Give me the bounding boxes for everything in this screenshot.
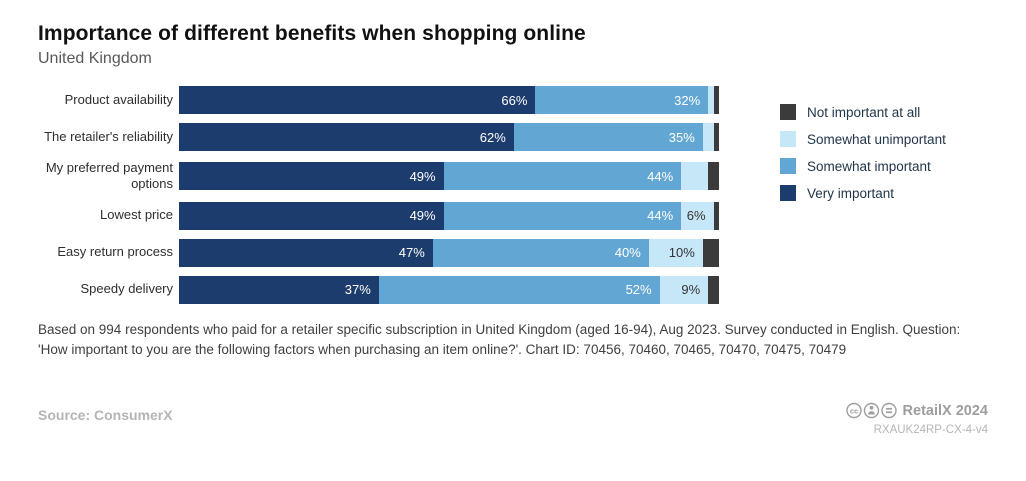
bar-value-label: 66% bbox=[501, 92, 528, 108]
chart-rows: Product availability 66% 32% The retailer's… bbox=[38, 86, 988, 304]
bar-segment-somewhat-unimportant: 10% bbox=[648, 238, 703, 267]
bar-track: 37% 52% 9% bbox=[179, 275, 719, 304]
bar-segment-somewhat-unimportant: 6% bbox=[681, 201, 714, 230]
legend-item: Not important at all bbox=[780, 104, 946, 120]
page-title: Importance of different benefits when sh… bbox=[38, 22, 586, 45]
bar-segment-somewhat-unimportant bbox=[702, 123, 714, 151]
chart-row: The retailer's reliability 62% 35% bbox=[38, 123, 988, 151]
bar-value-label: 49% bbox=[409, 168, 436, 184]
footnote: Based on 994 respondents who paid for a … bbox=[38, 321, 961, 358]
page-subtitle: United Kingdom bbox=[38, 50, 152, 67]
chart-row: My preferred payment options 49% 44% bbox=[38, 160, 988, 193]
stacked-bar-chart: Product availability 66% 32% The retailer's… bbox=[38, 86, 988, 304]
bar-segment-not-important-at-all bbox=[708, 275, 719, 304]
bar-segment-not-important-at-all bbox=[708, 162, 719, 191]
bar-segment-somewhat-important: 52% bbox=[378, 275, 660, 304]
bar-segment-not-important-at-all bbox=[713, 123, 719, 151]
chart-row: Easy return process 47% 40% 10% bbox=[38, 238, 988, 267]
legend-label: Somewhat important bbox=[807, 158, 931, 174]
legend-swatch bbox=[780, 158, 796, 174]
bar-segment-very-important: 37% bbox=[179, 275, 379, 304]
bar-value-label: 62% bbox=[479, 129, 506, 145]
bar-track: 62% 35% bbox=[179, 123, 719, 151]
bar-value-label: 52% bbox=[625, 282, 652, 297]
bar-segment-very-important: 47% bbox=[179, 238, 433, 267]
category-label: Product availability bbox=[64, 91, 173, 107]
bar-segment-not-important-at-all bbox=[702, 238, 719, 267]
chart-ref-code: RXAUK24RP-CX-4-v4 bbox=[873, 424, 988, 436]
bar-segment-somewhat-important: 44% bbox=[443, 162, 682, 191]
brand-label: RetailX 2024 bbox=[902, 402, 988, 419]
brand-block: cc RetailX 2024 RXAUK24RP-CX-4-v4 bbox=[845, 402, 988, 436]
bar-segment-somewhat-unimportant bbox=[681, 162, 709, 191]
legend-label: Not important at all bbox=[807, 104, 921, 120]
chart-row: Speedy delivery 37% 52% 9% bbox=[38, 275, 988, 304]
bar-segment-not-important-at-all bbox=[713, 86, 719, 114]
bar-segment-very-important: 49% bbox=[179, 201, 444, 230]
bar-segment-very-important: 49% bbox=[179, 162, 444, 191]
legend-swatch bbox=[780, 104, 796, 120]
bar-segment-very-important: 62% bbox=[179, 123, 514, 151]
bar-value-label: 35% bbox=[668, 129, 695, 145]
bar-segment-somewhat-important: 35% bbox=[513, 123, 703, 151]
bar-segment-somewhat-important: 32% bbox=[535, 86, 709, 114]
legend-item: Somewhat important bbox=[780, 158, 946, 174]
bar-segment-somewhat-important: 44% bbox=[443, 201, 682, 230]
bar-value-label: 49% bbox=[409, 208, 436, 223]
category-label: Easy return process bbox=[57, 244, 173, 260]
bar-value-label: 10% bbox=[668, 245, 695, 260]
bar-value-label: 9% bbox=[681, 282, 701, 297]
cc-license-icons: cc bbox=[845, 402, 897, 419]
bar-value-label: 32% bbox=[674, 92, 701, 108]
bar-value-label: 37% bbox=[344, 282, 371, 297]
bar-value-label: 44% bbox=[647, 208, 674, 223]
bar-track: 49% 44% bbox=[179, 162, 719, 191]
bar-track: 49% 44% 6% bbox=[179, 201, 719, 230]
legend-swatch bbox=[780, 185, 796, 201]
bar-segment-somewhat-unimportant: 9% bbox=[659, 275, 709, 304]
bar-segment-somewhat-unimportant bbox=[708, 86, 714, 114]
legend-item: Very important bbox=[780, 185, 946, 201]
footer-bar: Source: ConsumerX cc RetailX 2024 bbox=[38, 402, 988, 437]
bar-value-label: 40% bbox=[614, 245, 641, 260]
category-label: Lowest price bbox=[100, 207, 173, 223]
bar-track: 47% 40% 10% bbox=[179, 238, 719, 267]
category-label: Speedy delivery bbox=[80, 281, 174, 297]
chart-row: Product availability 66% 32% bbox=[38, 86, 988, 114]
bar-value-label: 6% bbox=[686, 208, 706, 223]
bar-value-label: 47% bbox=[398, 245, 425, 260]
legend-item: Somewhat unimportant bbox=[780, 131, 946, 147]
legend-swatch bbox=[780, 131, 796, 147]
brand-line: cc RetailX 2024 bbox=[845, 402, 988, 419]
category-label: My preferred payment options bbox=[45, 160, 173, 192]
bar-segment-somewhat-important: 40% bbox=[432, 238, 649, 267]
legend-label: Very important bbox=[807, 185, 895, 201]
bar-value-label: 44% bbox=[647, 168, 674, 184]
svg-text:cc: cc bbox=[849, 406, 857, 415]
category-label: The retailer's reliability bbox=[44, 128, 173, 144]
chart-legend: Not important at all Somewhat unimportant… bbox=[780, 104, 946, 212]
legend-label: Somewhat unimportant bbox=[807, 131, 946, 147]
source-label: Source: ConsumerX bbox=[38, 407, 173, 423]
chart-row: Lowest price 49% 44% 6% bbox=[38, 201, 988, 230]
bar-segment-not-important-at-all bbox=[713, 201, 719, 230]
bar-segment-very-important: 66% bbox=[179, 86, 536, 114]
bar-track: 66% 32% bbox=[179, 86, 719, 114]
